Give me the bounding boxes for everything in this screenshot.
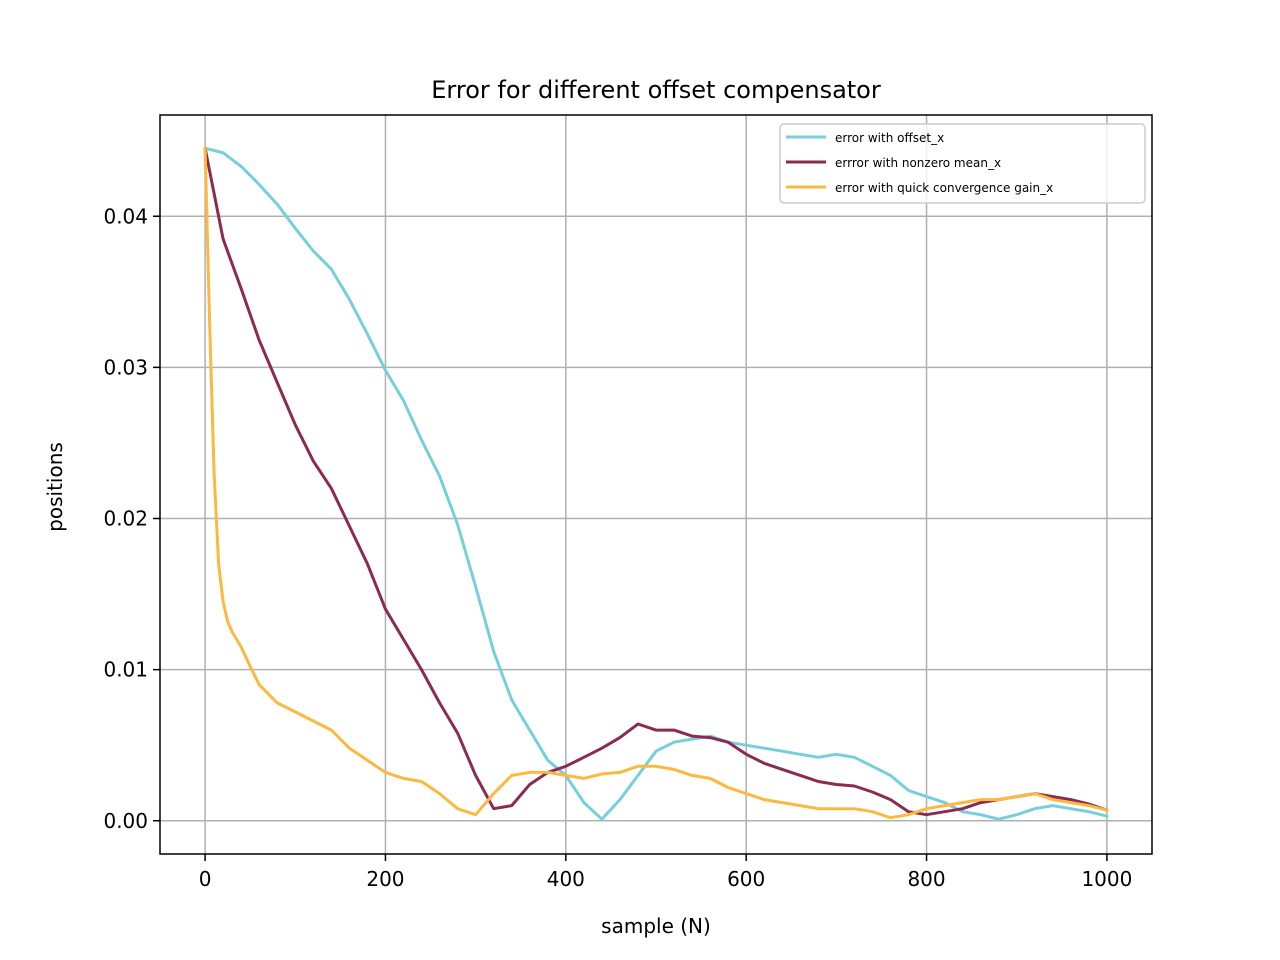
x-tick-label: 400: [547, 867, 585, 891]
legend-box: [779, 123, 1146, 204]
legend-label-3: error with quick convergence gain_x: [835, 181, 1053, 195]
chart-title: Error for different offset compensator: [431, 76, 881, 104]
grid: [160, 115, 1152, 854]
x-tick-label: 600: [727, 867, 765, 891]
legend-label-1: error with offset_x: [835, 131, 944, 145]
y-tick-label: 0.03: [103, 355, 148, 379]
y-tick-label: 0.02: [103, 507, 148, 531]
x-tick-label: 1000: [1081, 867, 1132, 891]
x-tick-label: 800: [907, 867, 945, 891]
y-axis-label: positions: [43, 442, 67, 532]
x-tick-label: 0: [199, 867, 212, 891]
axis-ticks: 0 200 400 600 800 1000 0.00 0.01 0.02 0.03 0.04: [103, 204, 1132, 891]
x-axis-label: sample (N): [601, 914, 711, 938]
plot-frame: [159, 114, 1153, 855]
y-tick-label: 0.01: [103, 658, 148, 682]
x-tick-label: 200: [366, 867, 404, 891]
y-tick-label: 0.04: [103, 204, 148, 228]
series-line-3: [203, 146, 1109, 820]
y-tick-label: 0.00: [103, 809, 148, 833]
series-line-2: [203, 146, 1109, 817]
legend-label-2: errror with nonzero mean_x: [835, 156, 1001, 170]
series-layer: [203, 146, 1109, 821]
